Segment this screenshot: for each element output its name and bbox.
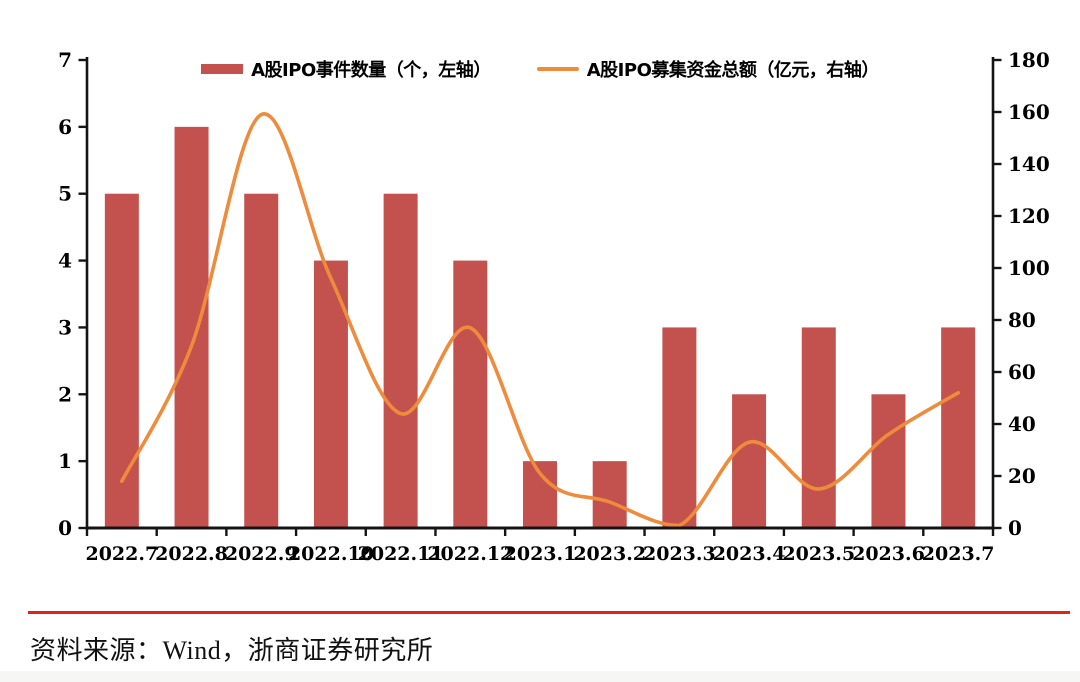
- x-axis-label: 2023.6: [852, 543, 925, 565]
- red-divider-rule: [28, 611, 1070, 614]
- x-axis-label: 2022.9: [225, 543, 298, 565]
- axis-labels-group: 012345670204060801001201401601802022.720…: [58, 48, 1050, 565]
- left-axis-tick-label: 1: [58, 449, 72, 473]
- left-axis-tick-label: 4: [58, 249, 72, 273]
- x-axis-label: 2023.1: [504, 543, 577, 565]
- left-axis-tick-label: 0: [58, 516, 72, 540]
- right-axis-tick-label: 100: [1008, 256, 1050, 280]
- right-axis-tick-label: 0: [1008, 516, 1022, 540]
- right-axis-tick-label: 140: [1008, 152, 1050, 176]
- x-axis-label: 2022.10: [288, 543, 374, 565]
- page-bottom-strip: [0, 671, 1080, 682]
- bar-2022.11: [383, 193, 418, 528]
- bar-2023.3: [662, 327, 697, 528]
- left-axis-tick-label: 3: [58, 315, 72, 339]
- left-axis-tick-label: 7: [58, 48, 72, 72]
- x-axis-label: 2022.7: [85, 543, 158, 565]
- bar-2022.7: [104, 193, 139, 528]
- axes-group: [78, 57, 1002, 536]
- x-axis-label: 2023.2: [573, 543, 646, 565]
- right-axis-tick-label: 80: [1008, 308, 1036, 332]
- fundraising-line: [120, 112, 960, 528]
- bar-2023.4: [732, 394, 767, 528]
- bar-2023.7: [941, 327, 976, 528]
- x-axis-label: 2023.4: [713, 543, 786, 565]
- x-axis-label: 2023.5: [782, 543, 855, 565]
- right-axis-tick-label: 60: [1008, 360, 1036, 384]
- x-axis-label: 2022.8: [155, 543, 228, 565]
- bar-2023.5: [801, 327, 836, 528]
- right-axis-tick-label: 40: [1008, 412, 1036, 436]
- source-attribution: 资料来源：Wind，浙商证券研究所: [30, 636, 434, 665]
- right-axis-tick-label: 160: [1008, 100, 1050, 124]
- right-axis-tick-label: 20: [1008, 464, 1036, 488]
- bar-2022.8: [174, 126, 209, 528]
- bar-2023.2: [592, 461, 627, 528]
- ipo-combo-chart: 012345670204060801001201401601802022.720…: [58, 48, 1050, 565]
- right-axis-tick-label: 180: [1008, 48, 1050, 72]
- x-axis-label: 2022.12: [427, 543, 513, 565]
- bar-2022.12: [453, 260, 488, 528]
- x-axis-label: 2023.7: [922, 543, 995, 565]
- bar-2022.10: [313, 260, 348, 528]
- bar-2023.6: [871, 394, 906, 528]
- bar-2022.9: [244, 193, 279, 528]
- x-axis-label: 2022.11: [358, 543, 444, 565]
- left-axis-tick-label: 5: [58, 182, 72, 206]
- right-axis-tick-label: 120: [1008, 204, 1050, 228]
- left-axis-tick-label: 6: [58, 115, 72, 139]
- bar-series-group: [104, 126, 976, 528]
- line-series-group: [120, 112, 960, 528]
- x-axis-label: 2023.3: [643, 543, 716, 565]
- left-axis-tick-label: 2: [58, 382, 72, 406]
